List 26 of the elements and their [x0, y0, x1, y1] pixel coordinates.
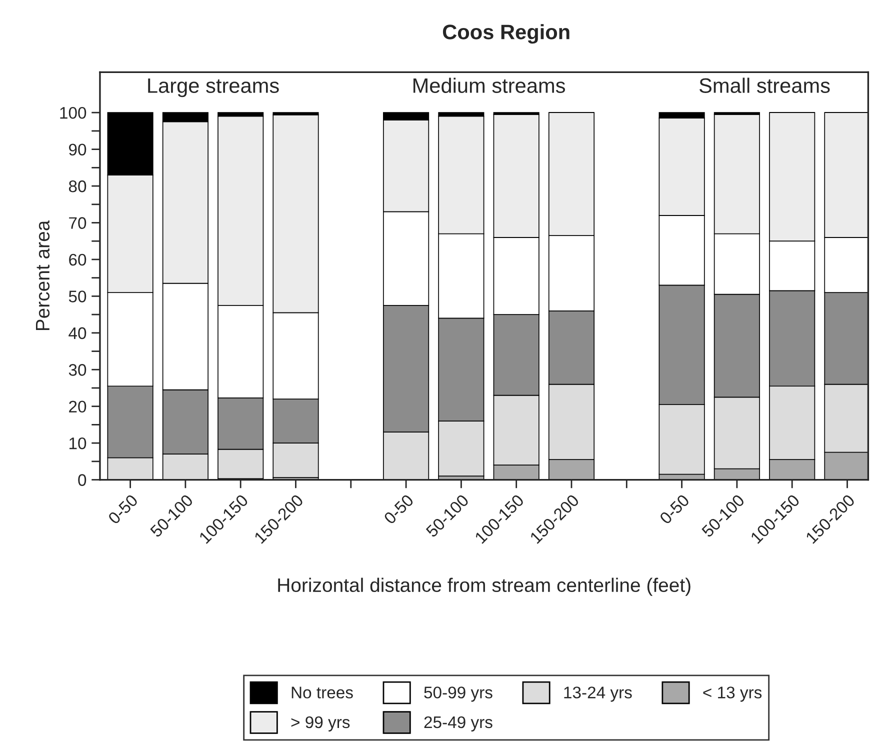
chart-title: Coos Region [442, 24, 570, 44]
legend-label: 50-99 yrs [424, 686, 492, 702]
annotation: Medium streams [413, 78, 566, 94]
y-tick-label: 80 [68, 180, 86, 192]
y-tick-label: 100 [60, 106, 86, 119]
x-axis-title: Horizontal distance from stream centerline (feet) [278, 578, 690, 596]
legend-label: < 13 yrs [703, 686, 762, 702]
y-tick-label: 70 [69, 217, 86, 229]
annotation: Small streams [699, 78, 830, 94]
y-tick-label: 10 [70, 437, 86, 450]
x-tick-label: 0-50 [107, 494, 138, 525]
y-tick-label: 60 [69, 254, 86, 266]
legend-label: 25-49 yrs [424, 716, 492, 732]
y-tick-label: 0 [78, 474, 86, 486]
y-tick-label: 30 [68, 364, 86, 376]
legend-label: No trees [292, 686, 353, 698]
legend-label: > 99 yrs [291, 716, 350, 732]
y-tick-label: 90 [69, 144, 86, 156]
y-tick-label: 40 [68, 327, 86, 340]
y-tick-label: 20 [69, 400, 86, 413]
y-axis-title: Percent area [36, 220, 50, 330]
x-tick-label: 0-50 [658, 494, 690, 525]
y-tick-label: 50 [68, 290, 86, 302]
x-tick-label: 0-50 [383, 494, 414, 525]
legend-label: 13-24 yrs [564, 686, 632, 702]
annotation: Large streams [148, 78, 279, 98]
